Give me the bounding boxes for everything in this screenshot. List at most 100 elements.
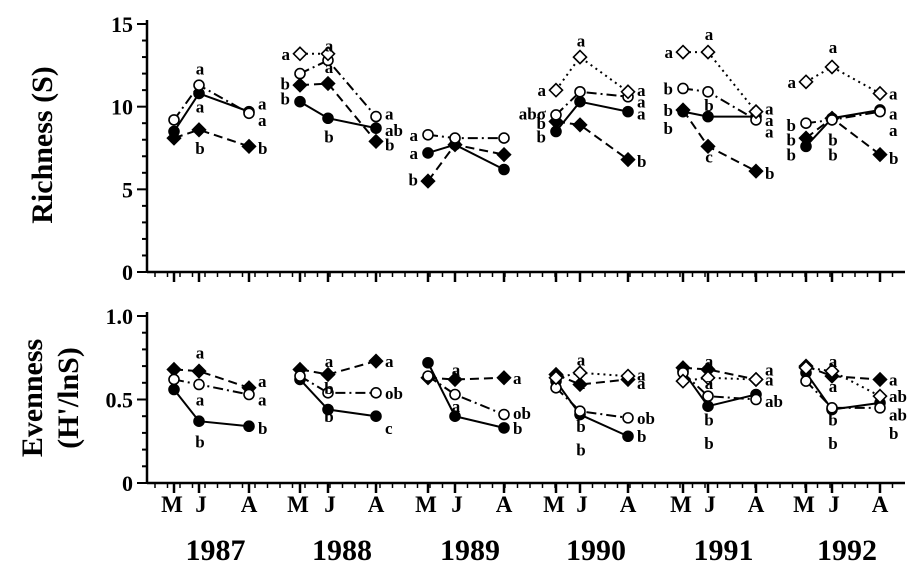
marker-open-circle xyxy=(193,79,205,91)
marker-open-circle xyxy=(702,390,714,402)
month-label: J xyxy=(576,492,588,517)
marker-open-circle xyxy=(243,388,255,401)
significance-label: ab xyxy=(765,392,783,411)
significance-label: b xyxy=(281,89,290,108)
evenness-axis-title-line2: (H'/lnS) xyxy=(52,347,85,449)
series-line-open-circle xyxy=(805,110,881,125)
year-label: 1992 xyxy=(817,534,877,567)
significance-label: b xyxy=(576,417,585,436)
year-label: 1987 xyxy=(186,534,246,567)
significance-label: b xyxy=(637,427,646,446)
significance-label: a xyxy=(410,144,419,163)
marker-filled-diamond xyxy=(748,163,764,179)
significance-label: b xyxy=(889,424,898,443)
significance-label: a xyxy=(765,111,774,130)
series-line-filled-diamond xyxy=(555,373,629,386)
marker-open-circle xyxy=(826,402,838,414)
marker-open-circle xyxy=(449,132,461,144)
month-label: J xyxy=(704,492,716,517)
month-label: M xyxy=(793,492,815,517)
marker-filled-diamond xyxy=(368,133,384,150)
marker-open-circle xyxy=(294,370,306,382)
month-label: J xyxy=(195,492,207,517)
significance-label: a xyxy=(829,377,838,396)
significance-label: c xyxy=(385,419,393,438)
series-line-filled-circle xyxy=(555,100,629,133)
marker-filled-diamond xyxy=(872,371,888,388)
marker-open-circle xyxy=(243,107,255,120)
significance-label: a xyxy=(665,43,674,62)
marker-filled-circle xyxy=(370,410,382,423)
series-line-filled-circle xyxy=(805,108,881,148)
significance-label: a xyxy=(637,374,646,393)
significance-label: a xyxy=(385,352,394,371)
significance-label: a xyxy=(196,344,205,363)
significance-label: b xyxy=(787,116,796,135)
marker-open-circle xyxy=(322,387,334,399)
significance-label: b xyxy=(195,139,204,158)
significance-label: b xyxy=(324,379,333,398)
marker-filled-diamond xyxy=(368,353,384,369)
significance-label: b xyxy=(664,119,673,138)
series-line-filled-diamond xyxy=(173,128,250,148)
significance-label: a xyxy=(637,81,646,100)
significance-label: a xyxy=(410,126,419,145)
marker-filled-circle xyxy=(498,422,510,434)
marker-filled-circle xyxy=(702,110,714,123)
series-line-filled-diamond xyxy=(682,366,757,381)
marker-filled-diamond xyxy=(700,138,716,154)
marker-open-circle xyxy=(370,387,382,399)
month-label: M xyxy=(287,492,309,517)
significance-label: a xyxy=(637,104,646,123)
significance-label: a xyxy=(452,360,461,379)
series-line-open-diamond xyxy=(555,55,629,93)
series-line-filled-circle xyxy=(299,100,377,130)
significance-label: a xyxy=(258,372,267,391)
series-line-open-circle xyxy=(805,380,880,409)
marker-open-diamond xyxy=(292,46,308,62)
marker-open-circle xyxy=(449,388,461,401)
marker-filled-circle xyxy=(422,147,434,159)
y-tick-label: 10 xyxy=(111,95,133,120)
significance-label: a xyxy=(325,58,334,77)
marker-open-circle xyxy=(750,393,762,406)
marker-open-circle xyxy=(574,85,586,98)
marker-open-circle xyxy=(168,373,180,386)
significance-label: b xyxy=(281,75,290,94)
y-tick-label: 1.0 xyxy=(106,304,134,329)
series-line-filled-diamond xyxy=(805,116,881,156)
significance-label: a xyxy=(325,352,334,371)
significance-label: b xyxy=(704,96,713,115)
marker-filled-diamond xyxy=(496,146,512,163)
marker-filled-circle xyxy=(370,122,382,134)
significance-label: a xyxy=(765,360,774,379)
marker-open-circle xyxy=(677,82,689,95)
month-label: J xyxy=(324,492,336,517)
significance-label: a xyxy=(258,94,267,113)
marker-open-circle xyxy=(702,85,714,98)
significance-label: b xyxy=(664,101,673,120)
series-line-filled-diamond xyxy=(299,82,377,143)
marker-filled-diamond xyxy=(191,363,207,379)
month-label: M xyxy=(543,492,565,517)
marker-filled-circle xyxy=(449,410,461,423)
significance-label: a xyxy=(705,25,714,44)
y-tick-label: 0 xyxy=(122,471,133,496)
marker-filled-circle xyxy=(622,105,634,118)
marker-open-diamond xyxy=(572,49,588,65)
marker-filled-circle xyxy=(622,430,634,443)
significance-label: a xyxy=(765,122,774,141)
significance-label: b xyxy=(704,434,713,453)
significance-label: b xyxy=(324,127,333,146)
marker-filled-diamond xyxy=(447,371,463,388)
significance-label: a xyxy=(889,84,898,103)
month-label: A xyxy=(748,492,765,517)
marker-open-circle xyxy=(422,370,434,382)
axes-group: 0 5 10 15 0 0.5 1.0 xyxy=(106,12,905,496)
marker-filled-diamond xyxy=(798,130,814,146)
series-line-filled-diamond xyxy=(805,365,881,381)
series-line-filled-diamond xyxy=(682,109,757,173)
marker-open-circle xyxy=(498,408,510,421)
